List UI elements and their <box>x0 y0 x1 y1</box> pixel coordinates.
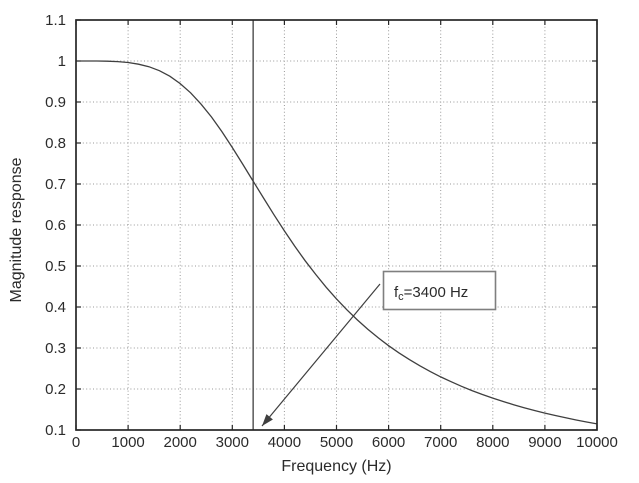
x-tick-label: 6000 <box>372 434 405 451</box>
y-tick-label: 1 <box>58 53 66 70</box>
x-tick-label: 7000 <box>424 434 457 451</box>
y-tick-label: 0.9 <box>45 94 66 111</box>
response-curve <box>76 60 598 425</box>
axes-box <box>75 19 598 431</box>
x-tick-label: 9000 <box>528 434 561 451</box>
annotation-arrow-shaft <box>261 283 381 427</box>
y-tick-label: 0.2 <box>45 381 66 398</box>
x-tick-label: 3000 <box>216 434 249 451</box>
y-tick-label: 0.3 <box>45 340 66 357</box>
annotation-label: fc=3400 Hz <box>394 284 468 303</box>
x-tick-label: 0 <box>72 434 80 451</box>
y-tick-label: 0.7 <box>45 176 66 193</box>
y-tick-label: 0.5 <box>45 258 66 275</box>
x-tick-label: 4000 <box>268 434 301 451</box>
x-axis-label: Frequency (Hz) <box>281 458 391 475</box>
y-tick-label: 0.6 <box>45 217 66 234</box>
y-axis-label: Magnitude response <box>8 157 25 302</box>
x-tick-label: 5000 <box>320 434 353 451</box>
annotation-box <box>382 270 497 311</box>
x-tick-label: 1000 <box>111 434 144 451</box>
y-tick-label: 0.8 <box>45 135 66 152</box>
y-tick-label: 0.4 <box>45 299 66 316</box>
annotation-arrowhead <box>262 414 273 426</box>
x-tick-label: 8000 <box>476 434 509 451</box>
x-tick-label: 2000 <box>164 434 197 451</box>
x-tick-label: 10000 <box>576 434 618 451</box>
y-tick-label: 0.1 <box>45 422 66 439</box>
y-tick-label: 1.1 <box>45 12 66 29</box>
